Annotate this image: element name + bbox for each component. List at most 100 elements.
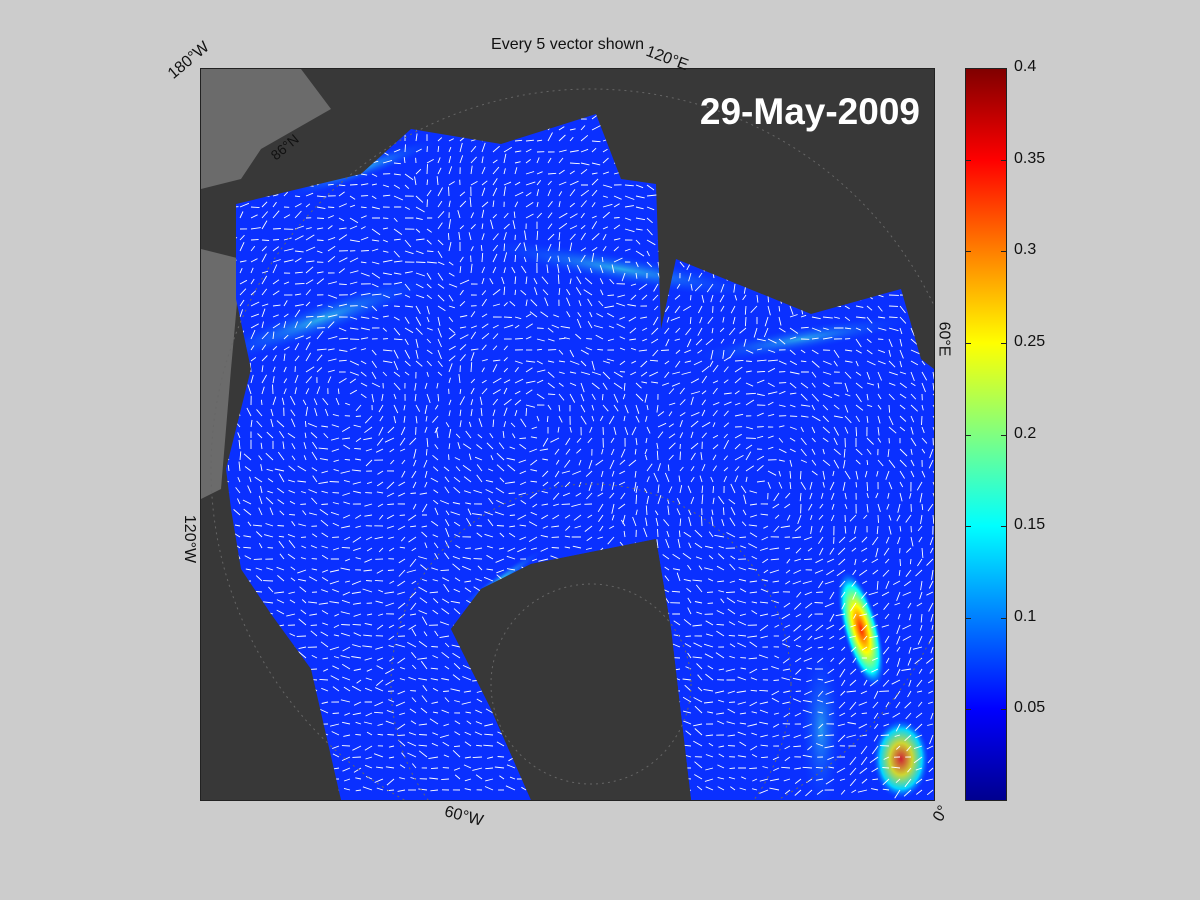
velocity-vector [751,601,758,604]
velocity-vector [878,75,884,80]
velocity-vector [587,320,593,329]
velocity-vector [767,184,771,192]
velocity-vector [378,613,384,616]
velocity-vector [672,371,681,375]
velocity-vector [490,219,494,230]
velocity-vector [321,701,329,704]
velocity-vector [888,382,896,386]
velocity-vector [910,437,917,447]
velocity-vector [339,95,348,97]
velocity-vector [514,367,519,373]
velocity-vector [712,206,716,214]
velocity-vector [226,734,230,737]
velocity-vector [437,200,443,208]
velocity-vector [564,481,571,488]
velocity-vector [547,327,554,333]
velocity-vector [910,305,917,308]
velocity-vector [393,173,401,176]
velocity-vector [323,668,329,672]
velocity-vector [635,250,645,257]
velocity-vector [795,668,802,675]
velocity-vector [351,469,362,472]
velocity-vector [915,712,923,719]
velocity-vector [896,646,901,652]
velocity-vector [800,162,804,171]
velocity-vector [728,634,736,637]
velocity-vector [734,250,737,259]
velocity-vector [767,338,777,344]
velocity-vector [371,195,377,200]
velocity-vector [411,697,417,703]
velocity-vector [327,314,338,318]
velocity-vector [811,217,816,225]
velocity-vector [762,668,769,671]
velocity-vector [247,384,252,395]
velocity-vector [266,673,274,681]
velocity-vector [551,324,560,329]
velocity-vector [255,575,263,582]
velocity-vector [602,171,610,175]
velocity-vector [833,261,837,270]
velocity-vector [691,85,697,86]
velocity-vector [822,316,833,319]
velocity-vector [734,366,743,373]
velocity-vector [811,206,816,213]
velocity-vector [342,721,351,725]
velocity-vector [705,620,714,626]
velocity-vector [393,281,403,285]
velocity-vector [360,151,367,154]
velocity-vector [397,657,406,664]
velocity-vector [252,689,263,692]
velocity-vector [519,443,527,450]
velocity-vector [701,162,705,168]
velocity-vector [321,577,329,582]
velocity-vector [397,580,406,587]
velocity-vector [866,437,874,445]
velocity-vector [403,404,406,411]
velocity-vector [412,481,417,489]
velocity-vector [298,646,307,650]
velocity-vector [635,140,645,148]
velocity-vector [895,778,901,784]
velocity-vector [785,580,791,585]
velocity-vector [459,256,464,263]
velocity-vector [745,173,748,182]
velocity-vector [415,272,426,277]
velocity-vector [327,225,333,230]
velocity-vector [407,741,417,747]
velocity-vector [448,146,452,153]
velocity-vector [811,459,817,466]
velocity-vector [283,388,287,395]
velocity-vector [729,580,736,583]
velocity-vector [415,195,424,203]
velocity-vector [294,321,299,329]
velocity-vector [449,93,453,97]
velocity-vector [844,371,852,379]
velocity-vector [569,128,576,131]
velocity-vector [657,150,664,153]
velocity-vector [492,200,495,208]
velocity-vector [745,195,753,200]
velocity-vector [397,690,406,695]
velocity-vector [607,338,615,342]
velocity-vector [286,613,296,617]
velocity-vector [838,624,846,631]
velocity-vector [460,82,464,86]
velocity-vector [912,646,923,650]
velocity-vector [712,162,718,168]
velocity-vector [851,580,857,587]
velocity-vector [597,503,604,513]
velocity-vector [416,80,422,86]
velocity-vector [503,243,506,252]
velocity-vector [453,486,461,494]
velocity-vector [514,276,517,285]
velocity-vector [712,465,717,472]
velocity-vector [819,503,824,509]
velocity-vector [303,442,307,450]
velocity-vector [722,507,725,516]
velocity-vector [338,191,345,197]
velocity-vector [583,289,593,296]
velocity-vector [479,396,483,406]
velocity-vector [713,86,720,89]
velocity-vector [255,679,263,682]
